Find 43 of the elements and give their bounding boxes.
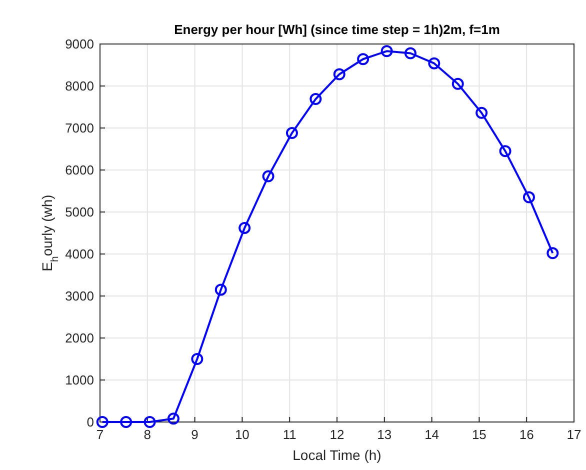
y-tick-label: 7000 [65, 120, 94, 136]
point [522, 191, 535, 204]
point [286, 127, 298, 140]
point [96, 416, 108, 428]
point [262, 170, 274, 182]
y-tick-label: 5000 [65, 204, 94, 220]
x-tick-label: 16 [519, 427, 534, 442]
point [191, 353, 204, 365]
y-tick-label: 2000 [65, 330, 94, 346]
point [167, 412, 180, 425]
y-tick-label: 1000 [65, 372, 94, 388]
point [546, 247, 559, 260]
point [476, 106, 488, 119]
point [357, 53, 370, 66]
point [380, 45, 393, 58]
point [120, 416, 132, 428]
x-tick-label: 8 [144, 427, 152, 442]
y-tick-label: 6000 [65, 162, 94, 178]
point [428, 57, 440, 70]
x-tick-label: 12 [330, 427, 344, 442]
x-tick-label: 11 [282, 427, 296, 442]
point [214, 284, 227, 296]
y-tick-label: 4000 [65, 246, 94, 262]
x-tick-label: 10 [234, 427, 250, 442]
x-tick-label: 9 [191, 427, 198, 442]
point [310, 93, 322, 106]
chart-title: Energy per hour [Wh] (since time step = 1h)2m, f=1m [174, 22, 500, 37]
point [144, 416, 156, 428]
point [452, 78, 464, 90]
y-tick-label: 9000 [65, 36, 94, 52]
x-tick-label: 7 [96, 427, 104, 442]
x-tick-label: 15 [472, 427, 486, 442]
y-tick-label: 8000 [65, 78, 94, 94]
point [404, 47, 416, 60]
x-tick-label: 13 [377, 427, 392, 442]
point [333, 68, 346, 80]
x-tick-label: 14 [424, 427, 440, 442]
x-tick-label: 17 [566, 427, 582, 442]
y-tick-label: 0 [86, 414, 94, 430]
point [238, 222, 251, 234]
point [499, 145, 512, 158]
x-axis-title: Local Time (h) [292, 447, 382, 463]
y-tick-label: 3000 [65, 288, 94, 304]
